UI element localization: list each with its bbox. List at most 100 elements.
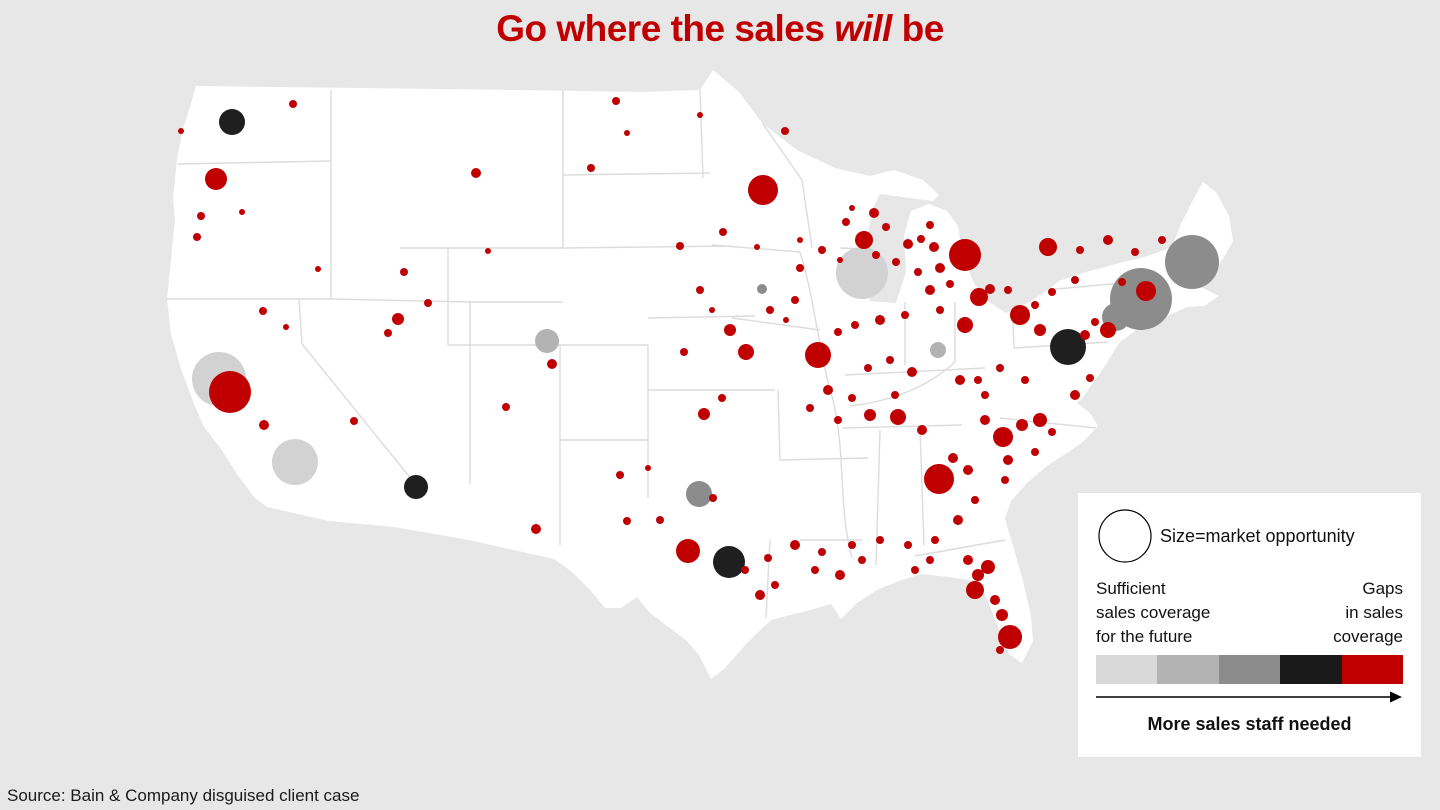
market-bubble <box>996 364 1004 372</box>
market-bubble <box>924 464 954 494</box>
market-bubble <box>904 541 912 549</box>
market-bubble <box>766 306 774 314</box>
market-bubble <box>935 263 945 273</box>
market-bubble <box>1076 246 1084 254</box>
market-bubble <box>936 306 944 314</box>
market-bubble <box>502 403 510 411</box>
market-bubble <box>1010 305 1030 325</box>
legend-panel: Size=market opportunity Sufficient sales… <box>1078 493 1421 757</box>
market-bubble <box>948 453 958 463</box>
market-bubble <box>996 646 1004 654</box>
market-bubble <box>1080 330 1090 340</box>
market-bubble <box>764 554 772 562</box>
market-bubble <box>404 475 428 499</box>
market-bubble <box>869 208 879 218</box>
market-bubble <box>981 391 989 399</box>
market-bubble <box>929 242 939 252</box>
market-bubble <box>400 268 408 276</box>
market-bubble <box>875 315 885 325</box>
market-bubble <box>1103 235 1113 245</box>
market-bubble <box>823 385 833 395</box>
market-bubble <box>709 494 717 502</box>
market-bubble <box>424 299 432 307</box>
coverage-scale-segment <box>1218 655 1281 684</box>
sufficient-coverage-label: Sufficient sales coverage for the future <box>1096 579 1211 646</box>
market-bubble <box>892 258 900 266</box>
market-bubble <box>953 515 963 525</box>
market-bubble <box>818 548 826 556</box>
gaps-coverage-label: Gaps in sales coverage <box>1333 579 1403 646</box>
market-bubble <box>925 285 935 295</box>
market-bubble <box>205 168 227 190</box>
market-bubble <box>990 595 1000 605</box>
market-bubble <box>876 536 884 544</box>
market-bubble <box>834 416 842 424</box>
market-bubble <box>1021 376 1029 384</box>
market-bubble <box>193 233 201 241</box>
market-bubble <box>1086 374 1094 382</box>
market-bubble <box>796 264 804 272</box>
market-bubble <box>1031 448 1039 456</box>
market-bubble <box>811 566 819 574</box>
market-bubble <box>834 328 842 336</box>
market-bubble <box>835 570 845 580</box>
market-bubble <box>980 415 990 425</box>
market-bubble <box>949 239 981 271</box>
coverage-scale-segment <box>1157 655 1219 684</box>
market-bubble <box>696 286 704 294</box>
market-bubble <box>1158 236 1166 244</box>
market-bubble <box>974 376 982 384</box>
market-bubble <box>818 246 826 254</box>
market-bubble <box>781 127 789 135</box>
market-bubble <box>911 566 919 574</box>
market-bubble <box>1048 428 1056 436</box>
market-bubble <box>791 296 799 304</box>
market-bubble <box>748 175 778 205</box>
market-bubble <box>914 268 922 276</box>
market-bubble <box>901 311 909 319</box>
market-bubble <box>392 313 404 325</box>
market-bubble <box>219 109 245 135</box>
market-bubble <box>1100 322 1116 338</box>
market-bubble <box>996 609 1008 621</box>
chart-title: Go where the sales will be <box>0 8 1440 50</box>
market-bubble <box>930 342 946 358</box>
market-bubble <box>612 97 620 105</box>
market-bubble <box>531 524 541 534</box>
market-bubble <box>1071 276 1079 284</box>
market-bubble <box>993 427 1013 447</box>
market-bubble <box>686 481 712 507</box>
market-bubble <box>713 546 745 578</box>
arrow-right-icon <box>1096 691 1402 703</box>
market-bubble <box>350 417 358 425</box>
market-bubble <box>178 128 184 134</box>
market-bubble <box>697 112 703 118</box>
market-bubble <box>645 465 651 471</box>
market-bubble <box>864 409 876 421</box>
market-bubble <box>903 239 913 249</box>
market-bubble <box>971 496 979 504</box>
market-bubble <box>917 235 925 243</box>
market-bubble <box>1070 390 1080 400</box>
market-bubble <box>851 321 859 329</box>
scale-labels-row: Sufficient sales coverage for the future… <box>1096 577 1403 649</box>
market-bubble <box>972 569 984 581</box>
market-bubble <box>957 317 973 333</box>
market-bubble <box>998 625 1022 649</box>
market-bubble <box>805 342 831 368</box>
source-note: Source: Bain & Company disguised client … <box>7 786 360 805</box>
market-bubble <box>1004 286 1012 294</box>
market-bubble <box>981 560 995 574</box>
market-bubble <box>724 324 736 336</box>
market-bubble <box>485 248 491 254</box>
market-bubble <box>771 581 779 589</box>
market-bubble <box>197 212 205 220</box>
coverage-scale-segment <box>1341 655 1404 684</box>
market-bubble <box>1039 238 1057 256</box>
market-bubble <box>842 218 850 226</box>
market-bubble <box>806 404 814 412</box>
market-bubble <box>209 371 251 413</box>
market-bubble <box>790 540 800 550</box>
market-bubble <box>738 344 754 360</box>
market-bubble <box>926 556 934 564</box>
